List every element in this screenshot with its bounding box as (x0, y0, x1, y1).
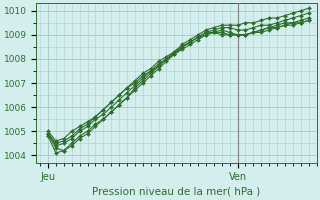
X-axis label: Pression niveau de la mer( hPa ): Pression niveau de la mer( hPa ) (92, 187, 260, 197)
